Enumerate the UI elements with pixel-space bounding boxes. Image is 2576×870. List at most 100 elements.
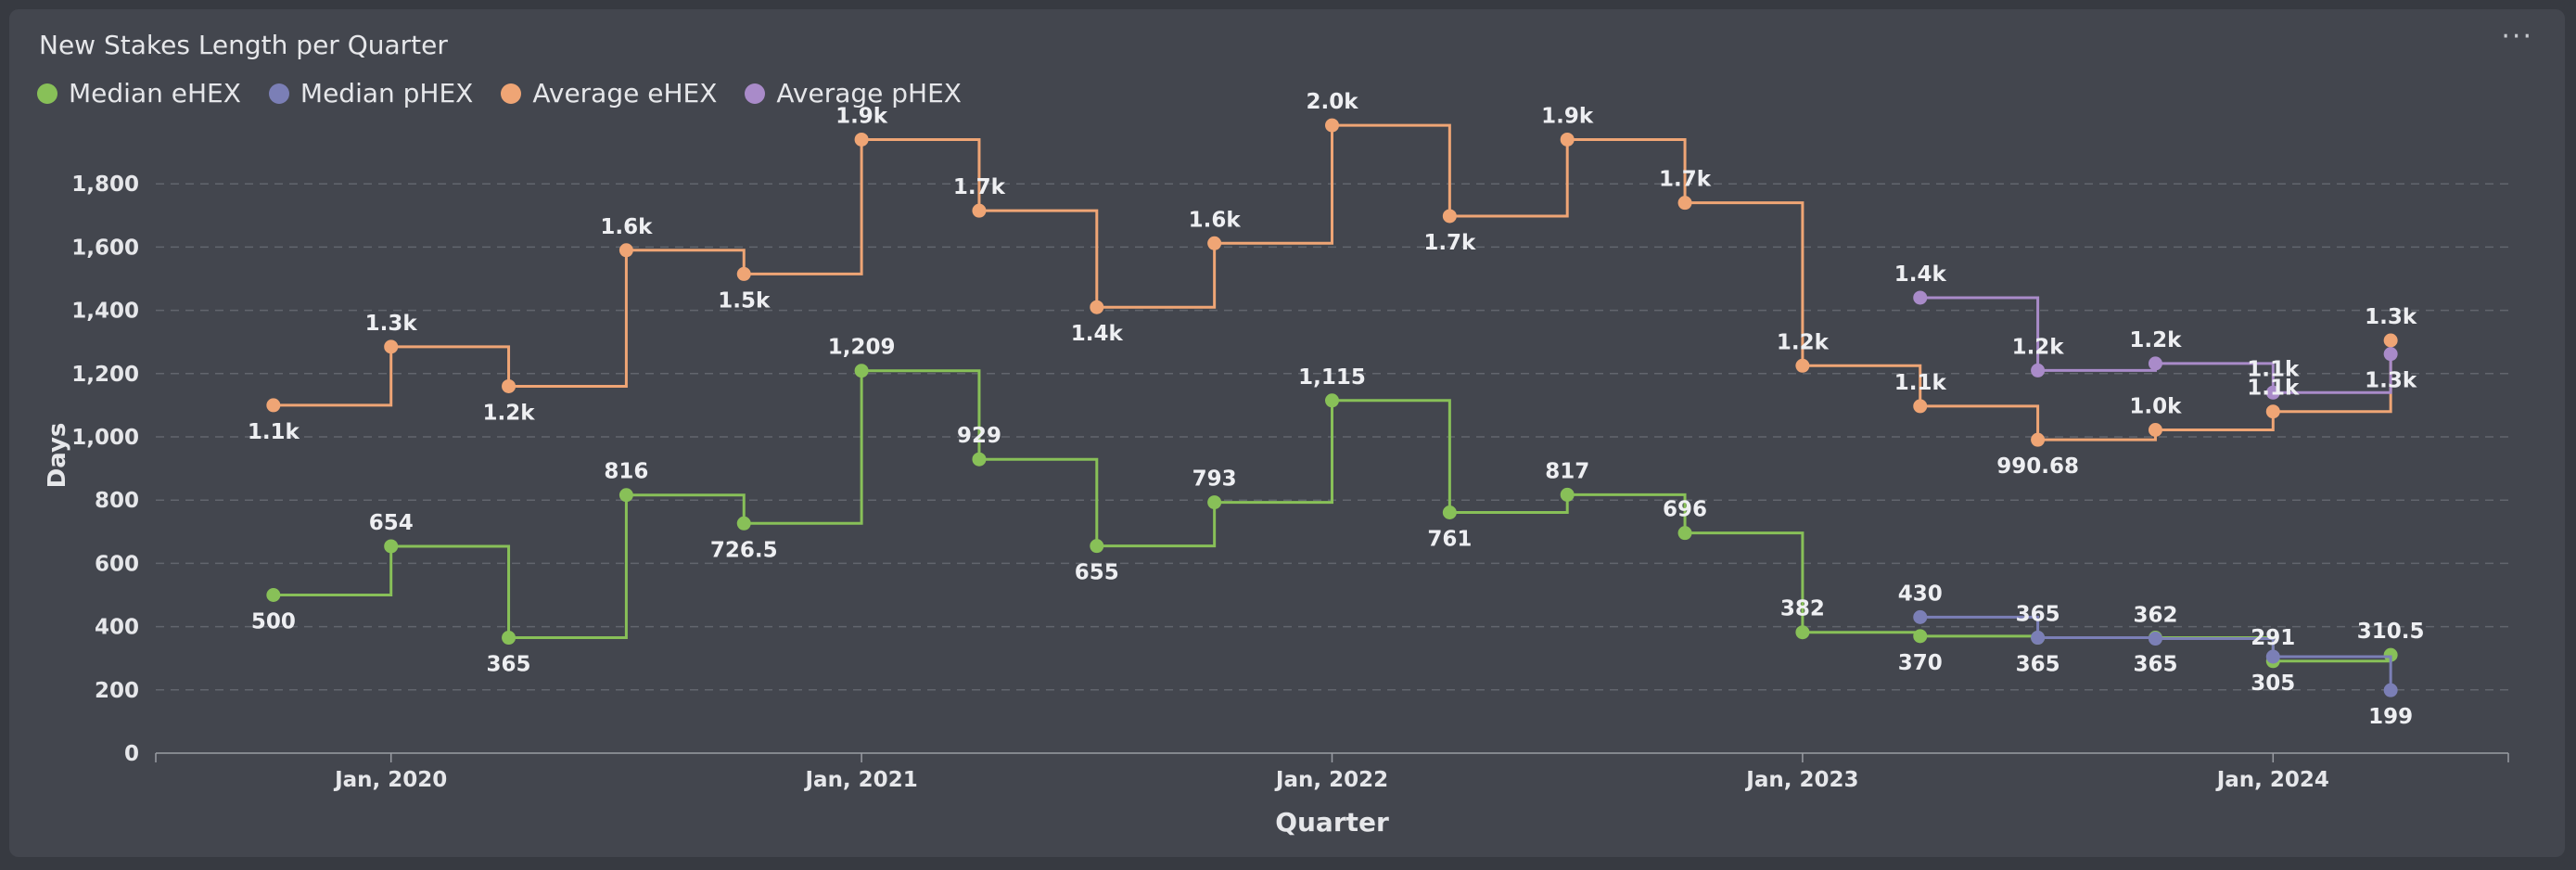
data-point-average-ehex [854, 132, 869, 147]
data-point-median-ehex [502, 631, 516, 646]
data-label-median-ehex: 696 [1663, 498, 1707, 522]
data-label-median-ehex: 382 [1780, 597, 1825, 621]
data-point-median-phex [1913, 609, 1928, 624]
data-label-median-ehex: 310.5 [2357, 620, 2425, 644]
data-label-median-ehex: 365 [2016, 653, 2060, 677]
data-point-average-ehex [2383, 333, 2398, 348]
legend-item-average-ehex[interactable]: Average eHEX [501, 78, 717, 109]
data-point-average-ehex [1913, 399, 1928, 414]
series-line-median-ehex [273, 369, 2392, 663]
data-label-average-ehex: 1.1k [1894, 371, 1947, 395]
data-point-average-ehex [1560, 132, 1575, 147]
data-label-average-ehex: 1.6k [1189, 208, 1242, 232]
data-point-median-ehex [1913, 629, 1928, 644]
data-label-average-ehex: 2.0k [1306, 90, 1358, 114]
data-label-average-ehex: 990.68 [1996, 454, 2079, 479]
data-point-average-phex [2265, 385, 2280, 400]
data-point-average-ehex [1325, 118, 1339, 133]
x-tick-label: Jan, 2021 [803, 768, 917, 792]
data-label-average-ehex: 1.5k [718, 288, 771, 313]
legend: Median eHEX Median pHEX Average eHEX Ave… [37, 78, 962, 109]
y-tick-label: 600 [95, 552, 139, 576]
data-point-median-ehex [1442, 505, 1457, 519]
data-point-average-ehex [1442, 209, 1457, 224]
legend-label: Median eHEX [69, 78, 241, 109]
data-label-average-ehex: 1.2k [483, 401, 536, 425]
y-tick-label: 1,000 [71, 426, 139, 450]
more-options-icon[interactable]: ··· [2501, 20, 2533, 53]
data-label-average-ehex: 1.9k [1541, 104, 1594, 128]
data-point-average-ehex [2265, 404, 2280, 419]
data-label-median-phex: 365 [2016, 603, 2060, 627]
legend-label: Average eHEX [532, 78, 718, 109]
data-label-median-ehex: 654 [369, 511, 414, 535]
y-tick-label: 0 [124, 742, 139, 766]
data-point-median-ehex [384, 539, 399, 554]
data-point-average-phex [2148, 356, 2162, 371]
data-label-median-ehex: 726.5 [710, 538, 778, 562]
y-tick-label: 1,600 [71, 236, 139, 260]
data-point-average-ehex [1677, 196, 1692, 211]
data-point-median-ehex [1090, 539, 1104, 554]
data-label-average-ehex: 1.6k [600, 215, 653, 239]
data-label-median-phex: 305 [2251, 672, 2295, 696]
legend-item-median-phex[interactable]: Median pHEX [268, 78, 474, 109]
data-point-median-ehex [1560, 487, 1575, 502]
data-point-average-ehex [502, 378, 516, 393]
data-point-average-ehex [384, 339, 399, 354]
data-point-average-ehex [736, 266, 751, 281]
legend-swatch [268, 83, 289, 104]
data-label-median-ehex: 1,115 [1298, 365, 1366, 390]
y-tick-label: 1,800 [71, 173, 139, 197]
data-label-median-ehex: 793 [1192, 467, 1237, 492]
data-label-median-ehex: 1,209 [828, 336, 896, 360]
data-label-average-ehex: 1.7k [1659, 168, 1712, 192]
data-label-average-ehex: 1.7k [953, 175, 1006, 199]
data-point-median-phex [2031, 631, 2046, 646]
chart-card: New Stakes Length per Quarter ··· Median… [9, 9, 2565, 857]
data-point-average-phex [1913, 290, 1928, 305]
legend-label: Average pHEX [776, 78, 962, 109]
y-tick-label: 1,400 [71, 300, 139, 324]
data-label-median-ehex: 365 [2133, 653, 2177, 677]
data-label-median-ehex: 291 [2251, 626, 2295, 650]
data-label-median-ehex: 500 [251, 610, 296, 634]
data-label-average-ehex: 1.3k [365, 312, 418, 336]
data-label-average-ehex: 1.2k [1777, 330, 1830, 354]
data-point-average-ehex [1795, 358, 1810, 373]
data-point-median-ehex [1325, 393, 1339, 408]
chart-title: New Stakes Length per Quarter [39, 30, 448, 60]
data-point-average-ehex [618, 243, 633, 258]
data-label-average-ehex: 1.7k [1423, 231, 1476, 255]
data-label-median-phex: 430 [1898, 582, 1943, 606]
data-label-median-ehex: 816 [604, 460, 648, 484]
data-point-median-ehex [2383, 647, 2398, 662]
data-point-median-ehex [1677, 526, 1692, 541]
series-line-average-ehex [273, 123, 2392, 441]
data-label-average-ehex: 1.3k [2365, 305, 2417, 329]
step-line-chart: 0 200 400 600 800 1,000 1,200 1,400 1,600 1,800 Ja… [44, 90, 2509, 838]
legend-item-median-ehex[interactable]: Median eHEX [37, 78, 241, 109]
data-point-median-ehex [736, 516, 751, 531]
data-point-median-ehex [1795, 625, 1810, 640]
data-point-average-phex [2383, 347, 2398, 362]
data-point-average-ehex [2031, 432, 2046, 447]
data-label-median-ehex: 761 [1427, 527, 1472, 551]
legend-label: Median pHEX [300, 78, 474, 109]
data-label-average-ehex: 1.0k [2129, 394, 2182, 418]
legend-item-average-phex[interactable]: Average pHEX [745, 78, 962, 109]
data-label-median-ehex: 655 [1075, 561, 1119, 585]
y-tick-label: 1,200 [71, 363, 139, 387]
data-label-median-ehex: 370 [1898, 651, 1943, 675]
data-label-average-phex: 1.2k [2129, 328, 2182, 352]
data-point-average-ehex [1207, 236, 1222, 250]
y-tick-label: 400 [95, 616, 139, 640]
data-point-median-ehex [618, 488, 633, 503]
data-point-average-phex [2031, 363, 2046, 377]
x-tick-label: Jan, 2024 [2215, 768, 2329, 792]
data-label-average-ehex: 1.1k [248, 420, 300, 444]
data-point-average-ehex [972, 203, 987, 218]
data-label-average-phex: 1.2k [2012, 335, 2065, 359]
data-label-median-phex: 199 [2368, 705, 2413, 729]
data-label-average-ehex: 1.1k [2247, 377, 2300, 401]
